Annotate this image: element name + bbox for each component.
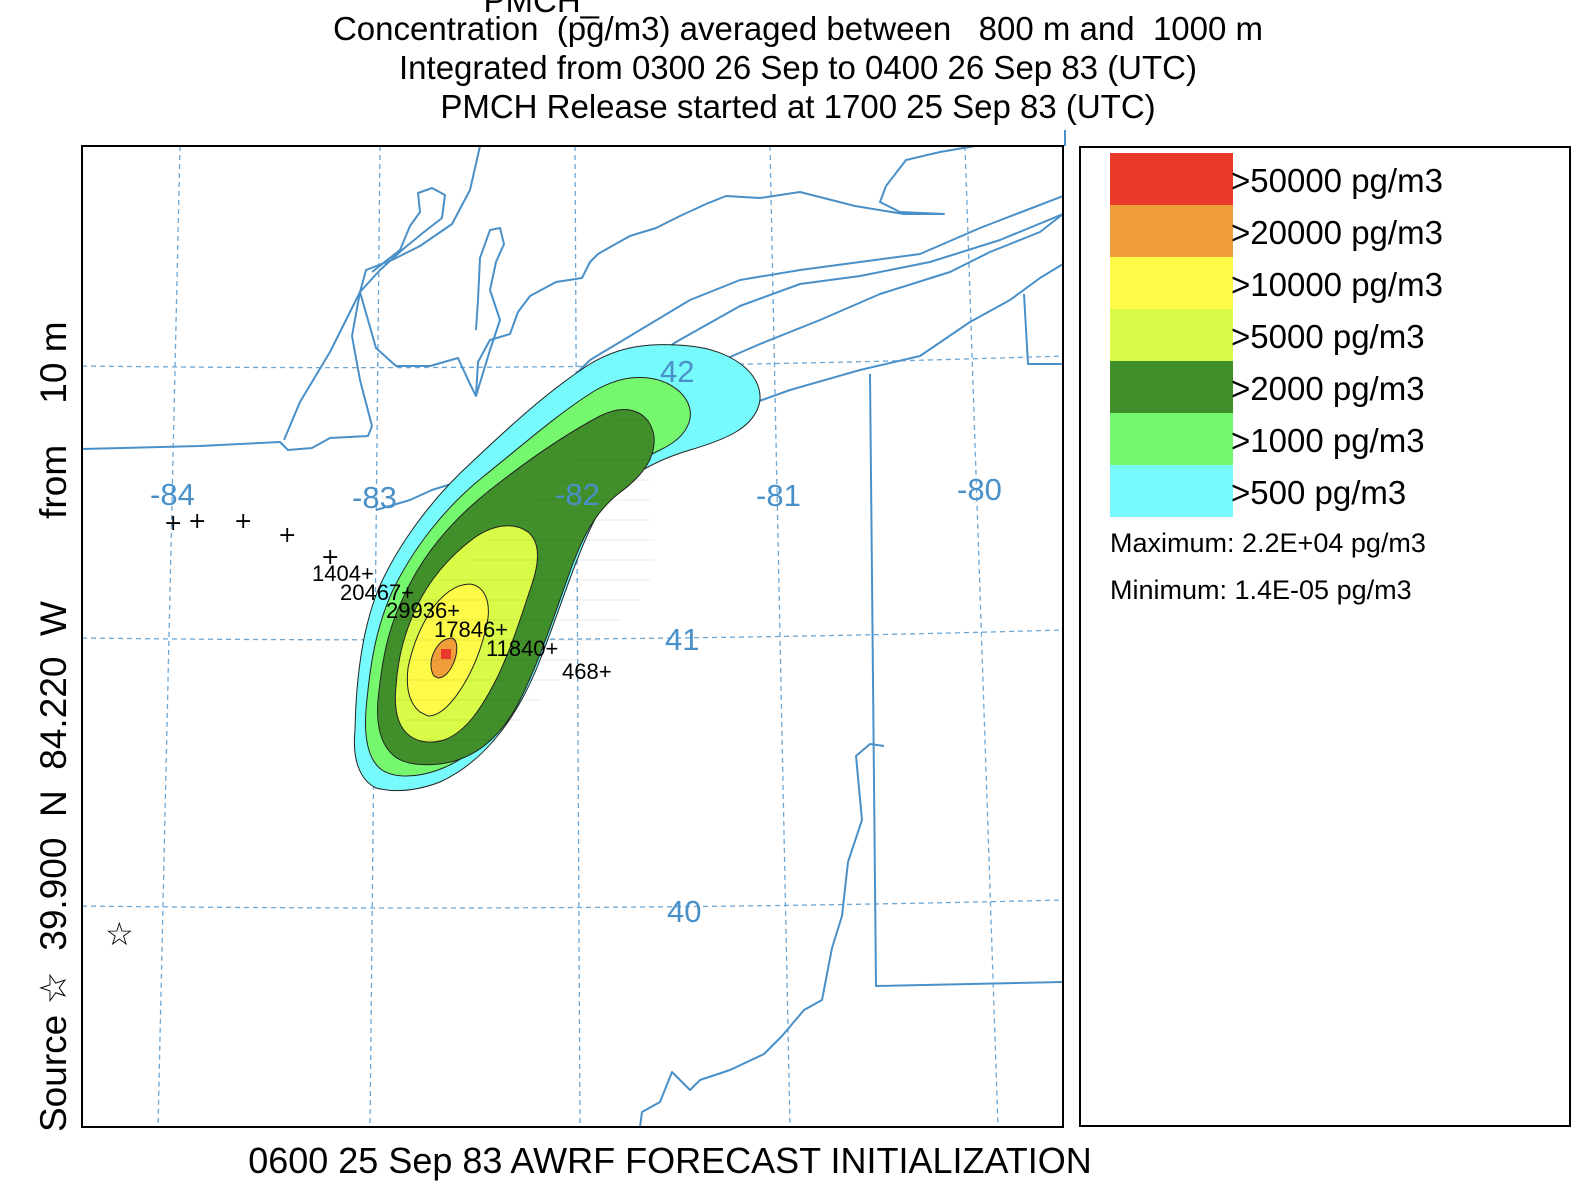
state-line: [1023, 293, 1063, 365]
lon-label: -82: [555, 477, 600, 512]
lake-shore: [739, 263, 1063, 409]
concentration-plume: [353, 344, 761, 791]
contour-max-cell: [441, 649, 451, 659]
lat-label: 41: [665, 622, 699, 657]
station-value: 20467+: [340, 580, 414, 605]
station-values: 1404+ 20467+ 29936+ 17846+ 11840+ 468+: [312, 561, 612, 684]
parallel-line: [82, 355, 1063, 369]
lon-label: -80: [957, 472, 1002, 507]
station-cross: +: [321, 545, 339, 570]
legend-label: >500 pg/m3: [1231, 474, 1407, 511]
legend-label: >50000 pg/m3: [1231, 162, 1443, 199]
geographic-boundaries: [82, 146, 1063, 1127]
legend-label: >20000 pg/m3: [1231, 214, 1443, 251]
legend-swatch: [1110, 309, 1233, 361]
meridian-line: [964, 146, 999, 1127]
parallel-line: [82, 629, 1063, 641]
title-line-3: Integrated from 0300 26 Sep to 0400 26 S…: [399, 49, 1197, 86]
title-line-2: Concentration (pg/m3) averaged between 8…: [332, 10, 1264, 47]
title-line-4: PMCH Release started at 1700 25 Sep 83 (…: [440, 88, 1156, 125]
lake-shore: [475, 227, 505, 397]
lon-label: -81: [756, 478, 801, 513]
lat-label: 40: [667, 894, 701, 929]
lake-shore: [359, 185, 945, 397]
lake-shore: [82, 187, 446, 451]
graticule: [82, 146, 1063, 1127]
legend-swatch: [1110, 205, 1233, 257]
legend-item: >1000 pg/m3: [1110, 413, 1530, 465]
station-cross: +: [278, 523, 296, 548]
legend-maximum: Maximum: 2.2E+04 pg/m3: [1110, 528, 1426, 558]
lake-shore: [885, 146, 976, 187]
legend-label: >2000 pg/m3: [1231, 370, 1425, 407]
legend-item: >10000 pg/m3: [1110, 257, 1530, 309]
station-cross: +: [188, 509, 206, 534]
station-value: 11840+: [486, 636, 558, 661]
river: [639, 743, 885, 1127]
legend-label: >5000 pg/m3: [1231, 318, 1425, 355]
legend-label: >10000 pg/m3: [1231, 266, 1443, 303]
lon-label: -83: [352, 480, 397, 515]
legend-label: >1000 pg/m3: [1231, 422, 1425, 459]
state-line: [283, 291, 361, 441]
lon-label: -84: [150, 477, 195, 512]
lat-label: 42: [660, 354, 694, 389]
source-star-icon: ☆: [105, 915, 134, 953]
station-value: 468+: [562, 659, 612, 684]
legend-swatch: [1110, 465, 1233, 517]
legend-item: >500 pg/m3: [1110, 465, 1530, 517]
station-value: 29936+: [386, 598, 460, 623]
forecast-footer: 0600 25 Sep 83 AWRF FORECAST INITIALIZAT…: [248, 1140, 1092, 1181]
legend-swatch: [1110, 413, 1233, 465]
station-cross: +: [164, 511, 182, 536]
plume-texture: [390, 419, 655, 741]
station-value: 1404+: [312, 561, 374, 586]
legend-item: >2000 pg/m3: [1110, 361, 1530, 413]
legend-swatch: [1110, 257, 1233, 309]
station-markers: + + + + +: [164, 509, 339, 570]
map-frame: [81, 145, 1064, 1128]
legend-item: >20000 pg/m3: [1110, 205, 1530, 257]
parallel-line: [82, 899, 1063, 909]
station-value: 17846+: [434, 617, 508, 642]
legend-minimum: Minimum: 1.4E-05 pg/m3: [1110, 575, 1412, 605]
legend-swatch: [1110, 153, 1233, 205]
graticule-labels: -84 -83 -82 -81 -80 42 41 40: [150, 354, 1002, 929]
legend-item: >5000 pg/m3: [1110, 309, 1530, 361]
title-line-1: PMCH_: [483, 0, 1113, 19]
station-cross: +: [234, 509, 252, 534]
state-line: [869, 373, 1063, 987]
legend-item: >50000 pg/m3: [1110, 153, 1530, 205]
legend-swatch: [1110, 361, 1233, 413]
map-area: -84 -83 -82 -81 -80 42 41 40 + + + + + 1…: [82, 146, 1063, 1127]
meridian-line: [574, 146, 581, 1127]
lake-shore: [359, 146, 481, 293]
legend: >50000 pg/m3 >20000 pg/m3 >10000 pg/m3 >…: [1079, 146, 1571, 1127]
meridian-line: [157, 146, 181, 1127]
